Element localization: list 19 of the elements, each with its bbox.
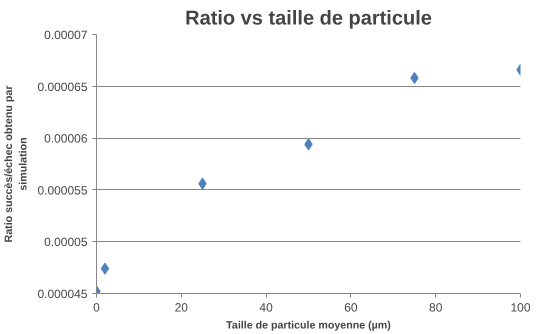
y-tick-label: 0.000065 (37, 80, 88, 94)
y-tick-label: 0.000055 (37, 183, 88, 198)
y-tick-label: 0.00005 (44, 235, 88, 250)
y-tick-label: 0.00007 (44, 28, 88, 42)
chart-title: Ratio vs taille de particule (185, 8, 432, 30)
x-tick-label: 100 (510, 300, 531, 314)
x-tick-label: 40 (259, 300, 274, 314)
x-tick-label: 0 (93, 300, 100, 314)
x-tick-label: 20 (174, 300, 188, 314)
y-axis-title: Ratio succès/échec obtenu par simulation (3, 86, 30, 242)
point (198, 178, 207, 190)
x-tick-label: 60 (344, 300, 358, 314)
point (410, 72, 419, 84)
point (304, 138, 313, 150)
x-tick-label: 80 (429, 300, 443, 314)
y-tick-label: 0.00006 (44, 132, 88, 146)
x-axis-title: Taille de particule moyenne (µm) (226, 320, 392, 332)
point (100, 262, 110, 275)
y-tick-label: 0.000045 (37, 287, 88, 301)
